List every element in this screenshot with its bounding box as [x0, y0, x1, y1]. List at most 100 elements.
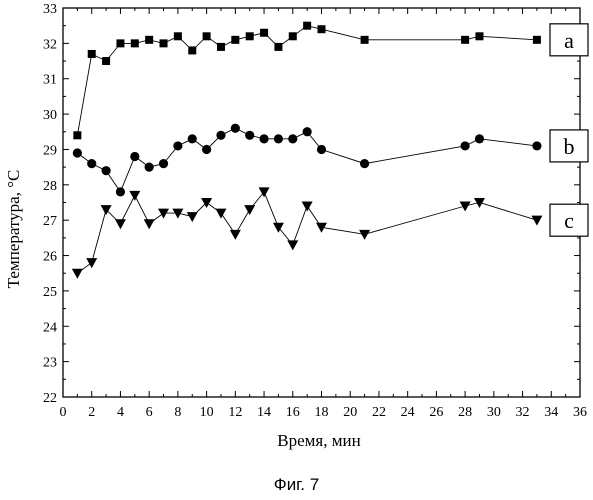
x-tick-label: 32 — [516, 405, 530, 420]
data-point — [360, 159, 369, 168]
data-point — [274, 43, 282, 51]
figure-caption: Фиг. 7 — [0, 475, 593, 495]
data-point — [460, 202, 471, 212]
x-tick-label: 10 — [200, 405, 214, 420]
y-tick-label: 30 — [43, 108, 57, 123]
data-point — [288, 134, 297, 143]
data-point — [87, 159, 96, 168]
y-tick-label: 26 — [43, 250, 57, 265]
data-point — [244, 205, 255, 215]
y-tick-label: 28 — [43, 179, 57, 194]
data-point — [531, 216, 542, 226]
data-point — [533, 36, 541, 44]
y-tick-label: 24 — [43, 320, 57, 335]
data-point — [86, 258, 97, 268]
series-a — [73, 22, 541, 140]
series-labels: a b c — [550, 24, 588, 236]
x-axis-label: Время, мин — [277, 431, 360, 450]
data-point — [274, 134, 283, 143]
data-point — [101, 166, 110, 175]
data-point — [202, 145, 211, 154]
data-point — [158, 209, 169, 219]
x-tick-label: 2 — [88, 405, 95, 420]
data-point — [245, 131, 254, 140]
series-line — [77, 128, 537, 192]
x-tick-label: 12 — [228, 405, 242, 420]
data-point — [289, 32, 297, 40]
x-tick-label: 30 — [487, 405, 501, 420]
y-tick-label: 29 — [43, 143, 57, 158]
data-point — [461, 141, 470, 150]
x-tick-label: 18 — [315, 405, 329, 420]
series-label-c: c — [550, 204, 588, 236]
data-point — [187, 212, 198, 222]
chart-axes: 0246810121416182022242628303234362223242… — [43, 2, 587, 420]
data-point — [188, 46, 196, 54]
data-point — [246, 32, 254, 40]
data-point — [88, 50, 96, 58]
plot-frame — [63, 8, 580, 397]
data-point — [145, 36, 153, 44]
data-point — [475, 32, 483, 40]
data-point — [230, 230, 241, 240]
data-point — [215, 209, 226, 219]
data-point — [259, 134, 268, 143]
y-axis-label: Температура, °С — [4, 170, 23, 289]
data-point — [102, 57, 110, 65]
x-tick-label: 14 — [257, 405, 271, 420]
data-point — [475, 134, 484, 143]
x-tick-label: 0 — [60, 405, 67, 420]
data-point — [116, 39, 124, 47]
data-point — [361, 36, 369, 44]
data-point — [259, 187, 270, 197]
y-tick-label: 27 — [43, 214, 57, 229]
y-tick-label: 31 — [43, 73, 57, 88]
x-tick-label: 34 — [544, 405, 558, 420]
data-point — [287, 240, 298, 250]
y-tick-label: 25 — [43, 285, 57, 300]
data-point — [231, 36, 239, 44]
data-point — [302, 202, 313, 212]
data-point — [359, 230, 370, 240]
data-point — [160, 39, 168, 47]
y-tick-label: 23 — [43, 356, 57, 371]
data-point — [231, 124, 240, 133]
y-tick-label: 32 — [43, 37, 57, 52]
data-point — [129, 191, 140, 201]
series-label-a: a — [550, 24, 588, 56]
data-point — [131, 39, 139, 47]
data-point — [461, 36, 469, 44]
data-point — [273, 223, 284, 233]
x-tick-label: 22 — [372, 405, 386, 420]
data-point — [130, 152, 139, 161]
data-point — [260, 29, 268, 37]
data-point — [216, 131, 225, 140]
x-tick-label: 24 — [401, 405, 415, 420]
series-label-b: b — [550, 130, 588, 162]
x-tick-label: 36 — [573, 405, 587, 420]
x-tick-label: 16 — [286, 405, 300, 420]
data-point — [217, 43, 225, 51]
data-point — [188, 134, 197, 143]
data-point — [317, 145, 326, 154]
data-point — [174, 32, 182, 40]
data-point — [73, 131, 81, 139]
data-point — [532, 141, 541, 150]
data-point — [303, 22, 311, 30]
data-point — [115, 219, 126, 229]
x-tick-label: 20 — [343, 405, 357, 420]
x-tick-label: 6 — [146, 405, 153, 420]
series-b — [73, 124, 542, 197]
label-text: c — [564, 208, 574, 233]
data-point — [318, 25, 326, 33]
data-point — [173, 141, 182, 150]
x-tick-label: 8 — [174, 405, 181, 420]
series-c — [72, 187, 543, 278]
x-tick-label: 4 — [117, 405, 124, 420]
data-point — [145, 163, 154, 172]
data-point — [116, 187, 125, 196]
x-tick-label: 26 — [429, 405, 443, 420]
y-tick-label: 33 — [43, 2, 57, 17]
y-tick-label: 22 — [43, 391, 57, 406]
